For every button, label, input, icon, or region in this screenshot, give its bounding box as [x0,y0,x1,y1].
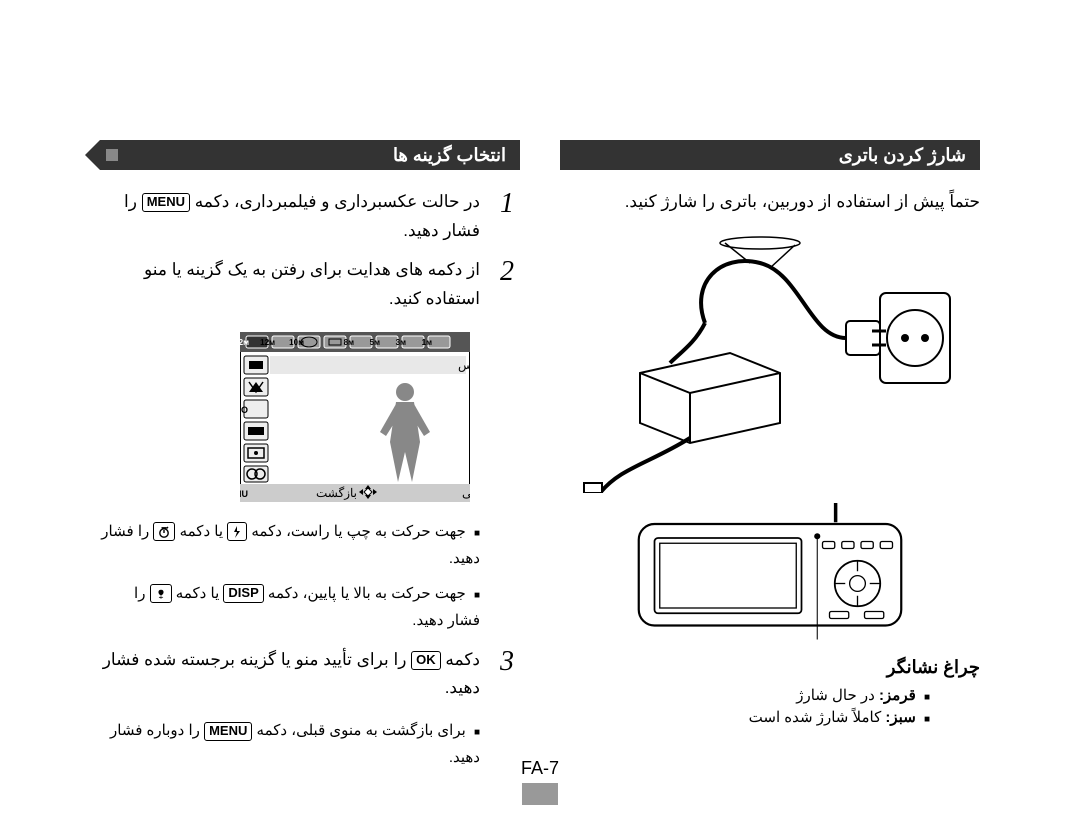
bullet-lr-a: جهت حرکت به چپ یا راست، دکمه [247,523,466,540]
indicator-green-text: کاملاً شارژ شده است [749,709,886,726]
step-1-number: 1 [494,190,520,218]
svg-text:5м: 5м [370,338,380,347]
svg-text:1м: 1м [422,338,432,347]
header-options-text: انتخاب گزینه ها [393,145,506,166]
svg-text:12м: 12м [240,338,249,347]
indicator-red: ■ قرمز: در حال شارژ [560,686,930,704]
disp-button-icon: DISP [223,584,263,603]
menu-button-icon: MENU [142,193,190,212]
step-2-number: 2 [494,258,520,286]
step-2: 2 از دکمه های هدایت برای رفتن به یک گزین… [100,256,520,314]
page-number: FA-7 [521,758,559,779]
camera-illustration [560,503,980,643]
charger-illustration [560,233,980,493]
indicator-green-label: سبز: [885,709,915,726]
bullet-ud-b: یا دکمه [172,585,220,602]
bullet-icon: ■ [474,727,480,738]
step-1: 1 در حالت عکسبرداری و فیلمبرداری، دکمه M… [100,188,520,246]
macro-button-icon [150,584,172,603]
svg-text:MENU: MENU [240,489,248,499]
header-end-marker-icon [106,149,118,161]
svg-text:ISO: ISO [240,405,248,415]
header-charging-text: شارژ کردن باتری [839,145,966,166]
bullet-lr-b: یا دکمه [175,523,223,540]
step-3: 3 دکمه OK را برای تأیید منو یا گزینه برج… [100,646,520,704]
step-3-text-a: دکمه [441,650,480,669]
bullet-up-down: ■ جهت حرکت به بالا یا پایین، دکمه DISP ی… [100,580,480,634]
page: شارژ کردن باتری حتماً پیش از استفاده از … [0,0,1080,835]
bullet-icon: ■ [924,714,930,725]
bullet-left-right: ■ جهت حرکت به چپ یا راست، دکمه یا دکمه ر… [100,518,480,572]
page-footer: FA-7 [521,758,559,805]
step-3-sub: ■ برای بازگشت به منوی قبلی، دکمه MENU را… [100,717,480,771]
svg-text:جابجایی: جابجایی [462,486,470,500]
column-options: انتخاب گزینه ها 1 در حالت عکسبرداری و فی… [100,140,520,795]
indicator-red-text: در حال شارژ [796,687,879,704]
bullet-ud-a: جهت حرکت به بالا یا پایین، دکمه [264,585,466,602]
header-charging: شارژ کردن باتری [560,140,980,170]
bullet-icon: ■ [474,528,480,539]
svg-text:12м: 12м [260,338,275,347]
indicator-green: ■ سبز: کاملاً شارژ شده است [560,708,930,726]
svg-text:10м: 10м [289,338,304,347]
footer-tab-icon [522,783,558,805]
indicator-light-title: چراغ نشانگر [560,657,980,678]
flash-button-icon [227,522,247,541]
indicator-red-label: قرمز: [879,687,916,704]
menu-button-icon: MENU [204,722,252,741]
ok-button-icon: OK [411,651,441,670]
svg-text:8м: 8м [344,338,354,347]
bullet-icon: ■ [474,590,480,601]
svg-text:اندازه عکس: اندازه عکس [458,358,470,372]
lcd-menu-illustration: 12м 12м 10м 8м 5м 3м 1м [240,332,470,502]
svg-text:3м: 3м [396,338,406,347]
column-charging: شارژ کردن باتری حتماً پیش از استفاده از … [560,140,980,795]
timer-button-icon [153,522,175,541]
charging-intro: حتماً پیش از استفاده از دوربین، باتری را… [560,188,980,215]
step-2-text: از دکمه های هدایت برای رفتن به یک گزینه … [100,256,480,314]
bullet-icon: ■ [924,692,930,703]
step-3-sub-a: برای بازگشت به منوی قبلی، دکمه [252,722,465,739]
step-3-number: 3 [494,648,520,676]
step-1-text-a: در حالت عکسبرداری و فیلمبرداری، دکمه [190,192,480,211]
header-options: انتخاب گزینه ها [100,140,520,170]
svg-text:بازگشت: بازگشت [316,486,357,500]
